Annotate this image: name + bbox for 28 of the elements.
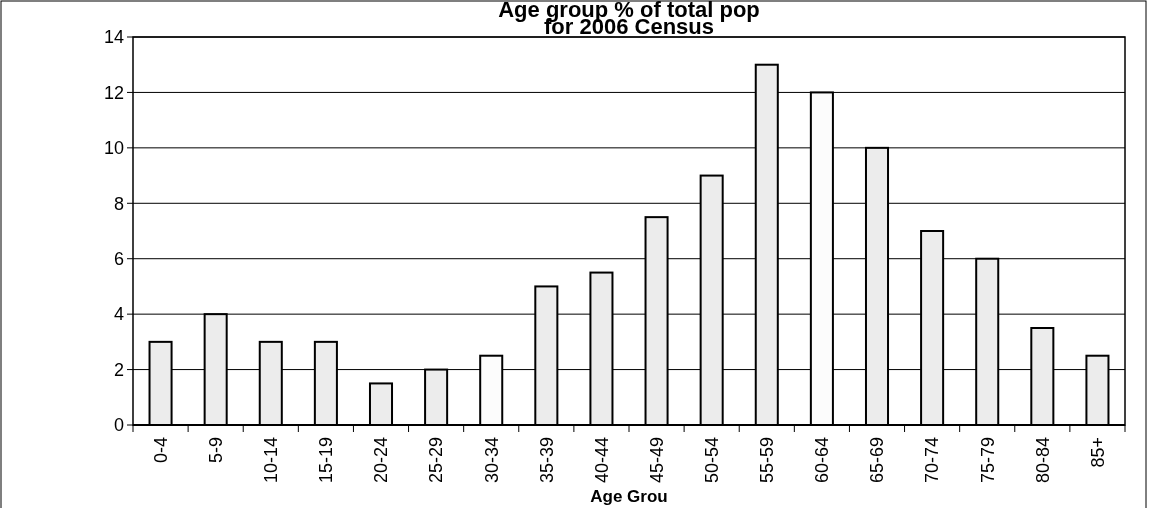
y-tick-label: 4 bbox=[113, 304, 124, 325]
chart-title: Age group % of total pop for 2006 Census bbox=[498, 0, 760, 39]
y-tick-label: 2 bbox=[113, 359, 124, 380]
y-tick-label: 10 bbox=[103, 138, 124, 159]
x-tick-label: 15-19 bbox=[316, 437, 337, 484]
x-tick-label: 80-84 bbox=[1032, 437, 1053, 484]
x-tick-label: 65-69 bbox=[867, 437, 888, 484]
x-tick-label: 35-39 bbox=[536, 437, 557, 484]
x-tick-label: 85+ bbox=[1087, 437, 1108, 468]
x-tick-label: 25-29 bbox=[426, 437, 447, 484]
y-tick-label: 0 bbox=[113, 415, 124, 436]
x-tick-label: 70-74 bbox=[922, 437, 943, 484]
y-tick-label: 12 bbox=[103, 82, 124, 103]
y-tick-label: 8 bbox=[113, 193, 124, 214]
x-tick-label: 5-9 bbox=[205, 437, 226, 464]
x-tick-label: 20-24 bbox=[371, 437, 392, 484]
x-tick-label: 45-49 bbox=[646, 437, 667, 484]
x-tick-label: 0-4 bbox=[150, 437, 171, 464]
x-tick-label: 10-14 bbox=[261, 437, 282, 484]
y-tick-label: 14 bbox=[103, 27, 124, 48]
x-tick-label: 75-79 bbox=[977, 437, 998, 484]
x-tick-label: 50-54 bbox=[701, 437, 722, 484]
x-tick-label: 40-44 bbox=[591, 437, 612, 484]
y-tick-label: 6 bbox=[113, 249, 124, 270]
x-axis-title: Age Grou bbox=[590, 487, 668, 506]
x-tick-label: 55-59 bbox=[757, 437, 778, 484]
x-tick-label: 30-34 bbox=[481, 437, 502, 484]
x-tick-label: 60-64 bbox=[812, 437, 833, 484]
